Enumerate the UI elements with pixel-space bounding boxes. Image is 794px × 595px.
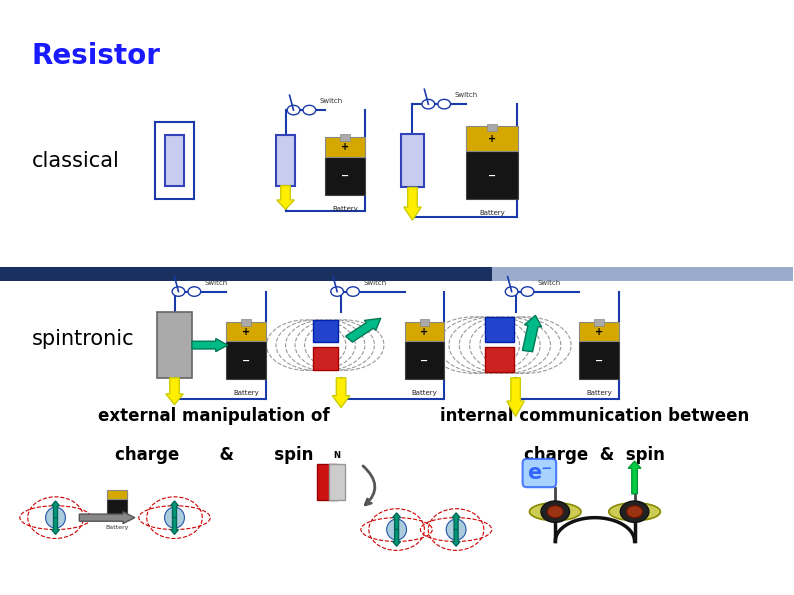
Ellipse shape	[609, 503, 661, 521]
Bar	[579, 342, 619, 380]
Circle shape	[620, 501, 649, 522]
FancyArrow shape	[52, 518, 60, 534]
Bar	[326, 137, 365, 157]
Bar	[491, 267, 793, 281]
FancyArrow shape	[333, 378, 350, 408]
Bar	[466, 152, 518, 199]
Bar	[404, 342, 444, 380]
Circle shape	[505, 287, 518, 296]
Text: −: −	[341, 171, 349, 181]
Text: Battery: Battery	[233, 390, 259, 396]
Text: spintronic: spintronic	[32, 329, 134, 349]
Text: Battery: Battery	[332, 206, 358, 212]
Bar	[226, 322, 266, 342]
Text: Battery: Battery	[106, 525, 129, 530]
Circle shape	[172, 287, 185, 296]
Text: Switch: Switch	[364, 280, 387, 286]
Text: −: −	[595, 355, 603, 365]
Text: +: +	[242, 327, 250, 337]
Circle shape	[547, 506, 563, 518]
Bar	[485, 347, 514, 372]
Bar	[164, 136, 184, 186]
Bar	[419, 319, 429, 326]
Bar	[487, 124, 496, 131]
Bar	[313, 320, 338, 342]
FancyArrow shape	[452, 513, 460, 530]
Circle shape	[626, 506, 642, 518]
Text: Battery: Battery	[586, 390, 611, 396]
Text: −: −	[420, 355, 429, 365]
Text: charge       &       spin: charge & spin	[115, 446, 314, 464]
Circle shape	[331, 287, 344, 296]
Bar	[594, 319, 603, 326]
Bar	[107, 490, 127, 499]
Ellipse shape	[45, 507, 65, 528]
Bar	[326, 157, 365, 195]
Text: S: S	[322, 451, 327, 460]
Bar	[466, 127, 518, 152]
Text: external manipulation of: external manipulation of	[98, 408, 330, 425]
FancyArrow shape	[52, 501, 60, 518]
FancyArrow shape	[403, 187, 421, 220]
Text: Resistor: Resistor	[32, 42, 160, 70]
FancyArrow shape	[628, 461, 641, 494]
Text: +: +	[595, 327, 603, 337]
Text: Battery: Battery	[479, 210, 505, 216]
Text: −: −	[488, 170, 496, 180]
Text: Switch: Switch	[320, 98, 343, 104]
Ellipse shape	[164, 507, 184, 528]
Ellipse shape	[387, 519, 407, 540]
FancyArrow shape	[345, 318, 381, 342]
FancyArrow shape	[507, 378, 524, 416]
Bar	[107, 491, 127, 515]
FancyArrow shape	[393, 513, 400, 530]
Text: Switch: Switch	[205, 280, 228, 286]
Bar	[226, 342, 266, 380]
Circle shape	[541, 501, 569, 522]
Text: −: −	[242, 355, 250, 365]
Bar	[276, 136, 295, 186]
Text: +: +	[488, 134, 496, 144]
Text: Switch: Switch	[454, 92, 478, 98]
Bar	[404, 322, 444, 342]
Text: internal communication between: internal communication between	[441, 408, 750, 425]
FancyArrow shape	[522, 315, 542, 352]
Circle shape	[422, 99, 434, 109]
Ellipse shape	[530, 503, 581, 521]
Bar	[0, 267, 491, 281]
Text: e⁻: e⁻	[526, 463, 552, 483]
Text: classical: classical	[32, 151, 120, 171]
Text: Switch: Switch	[538, 280, 561, 286]
Text: +: +	[420, 327, 429, 337]
Bar	[318, 464, 337, 500]
FancyArrow shape	[452, 530, 460, 546]
Bar	[579, 322, 619, 342]
Circle shape	[287, 105, 300, 115]
Bar	[330, 464, 345, 500]
Text: +: +	[341, 142, 349, 152]
FancyArrow shape	[171, 501, 179, 518]
Bar	[341, 134, 350, 142]
Circle shape	[188, 287, 201, 296]
FancyArrow shape	[166, 378, 183, 405]
Bar	[241, 319, 251, 326]
FancyArrow shape	[393, 530, 400, 546]
FancyArrow shape	[277, 186, 295, 209]
Bar	[401, 134, 423, 187]
FancyArrow shape	[192, 339, 228, 352]
Bar	[157, 312, 192, 378]
FancyArrow shape	[79, 512, 135, 524]
Text: charge  &  spin: charge & spin	[525, 446, 665, 464]
Bar	[313, 347, 338, 370]
Text: N: N	[333, 451, 340, 460]
FancyArrow shape	[171, 518, 179, 534]
Text: Battery: Battery	[411, 390, 437, 396]
Circle shape	[347, 287, 360, 296]
Ellipse shape	[446, 519, 466, 540]
Circle shape	[521, 287, 534, 296]
Bar	[485, 317, 514, 342]
Circle shape	[437, 99, 450, 109]
Circle shape	[303, 105, 316, 115]
